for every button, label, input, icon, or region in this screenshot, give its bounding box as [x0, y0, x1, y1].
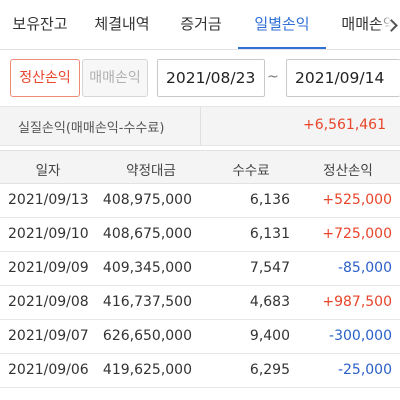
summary-value: +6,561,461: [303, 117, 386, 133]
row-fee: 7,547: [249, 260, 290, 276]
row-fee: 6,136: [249, 192, 290, 208]
row-date: 2021/09/09: [8, 260, 89, 276]
tab-scroll-more[interactable]: [378, 0, 400, 49]
row-pl: -85,000: [337, 260, 392, 276]
summary-label: 실질손익(매매손익-수수료): [18, 121, 165, 136]
filter-row: 정산손익 매매손익 2021/08/23 ~ 2021/09/14: [0, 50, 400, 106]
tab-bar: 보유잔고 체결내역 증거금 일별손익 매매손익: [0, 0, 400, 50]
row-date: 2021/09/07: [8, 328, 89, 344]
header-amount: 약정대금: [126, 163, 176, 179]
row-fee: 9,400: [249, 328, 290, 344]
row-pl: +725,000: [322, 226, 392, 242]
row-fee: 4,683: [249, 294, 290, 310]
row-pl: -25,000: [337, 362, 392, 378]
header-date: 일자: [35, 163, 61, 179]
date-separator: ~: [267, 69, 279, 85]
table-row[interactable]: 2021/09/10 408,675,000 6,131 +725,000: [0, 218, 400, 252]
row-amount: 408,675,000: [102, 226, 192, 242]
tab-daily-pl[interactable]: 일별손익: [238, 0, 326, 49]
row-amount: 626,650,000: [102, 328, 192, 344]
table-header: 일자 약정대금 수수료 정산손익: [0, 150, 400, 184]
start-date-field[interactable]: 2021/08/23: [157, 59, 265, 97]
mode-trade-button[interactable]: 매매손익: [82, 59, 148, 97]
row-fee: 6,131: [249, 226, 290, 242]
row-date: 2021/09/08: [8, 294, 89, 310]
summary-row: 실질손익(매매손익-수수료) +6,561,461: [0, 106, 400, 146]
table-row[interactable]: 2021/09/13 408,975,000 6,136 +525,000: [0, 184, 400, 218]
row-amount: 408,975,000: [102, 192, 192, 208]
table-row[interactable]: 2021/09/09 409,345,000 7,547 -85,000: [0, 252, 400, 286]
row-amount: 419,625,000: [102, 362, 192, 378]
row-date: 2021/09/13: [8, 192, 89, 208]
end-date-field[interactable]: 2021/09/14: [286, 59, 400, 97]
row-pl: -300,000: [329, 328, 392, 344]
tab-executions[interactable]: 체결내역: [94, 15, 150, 33]
summary-divider: [200, 107, 201, 145]
row-date: 2021/09/06: [8, 362, 89, 378]
chevron-right-icon: [384, 18, 398, 32]
tab-holdings[interactable]: 보유잔고: [12, 15, 68, 33]
tab-margin[interactable]: 증거금: [180, 15, 222, 33]
table-row[interactable]: 2021/09/06 419,625,000 6,295 -25,000: [0, 354, 400, 388]
row-amount: 416,737,500: [102, 294, 192, 310]
table-row[interactable]: 2021/09/08 416,737,500 4,683 +987,500: [0, 286, 400, 320]
row-pl: +525,000: [322, 192, 392, 208]
row-date: 2021/09/10: [8, 226, 89, 242]
row-pl: +987,500: [322, 294, 392, 310]
mode-settlement-button[interactable]: 정산손익: [10, 59, 80, 97]
header-fee: 수수료: [232, 163, 270, 179]
table-row[interactable]: 2021/09/07 626,650,000 9,400 -300,000: [0, 320, 400, 354]
row-amount: 409,345,000: [102, 260, 192, 276]
header-pl: 정산손익: [323, 163, 373, 179]
row-fee: 6,295: [249, 362, 290, 378]
